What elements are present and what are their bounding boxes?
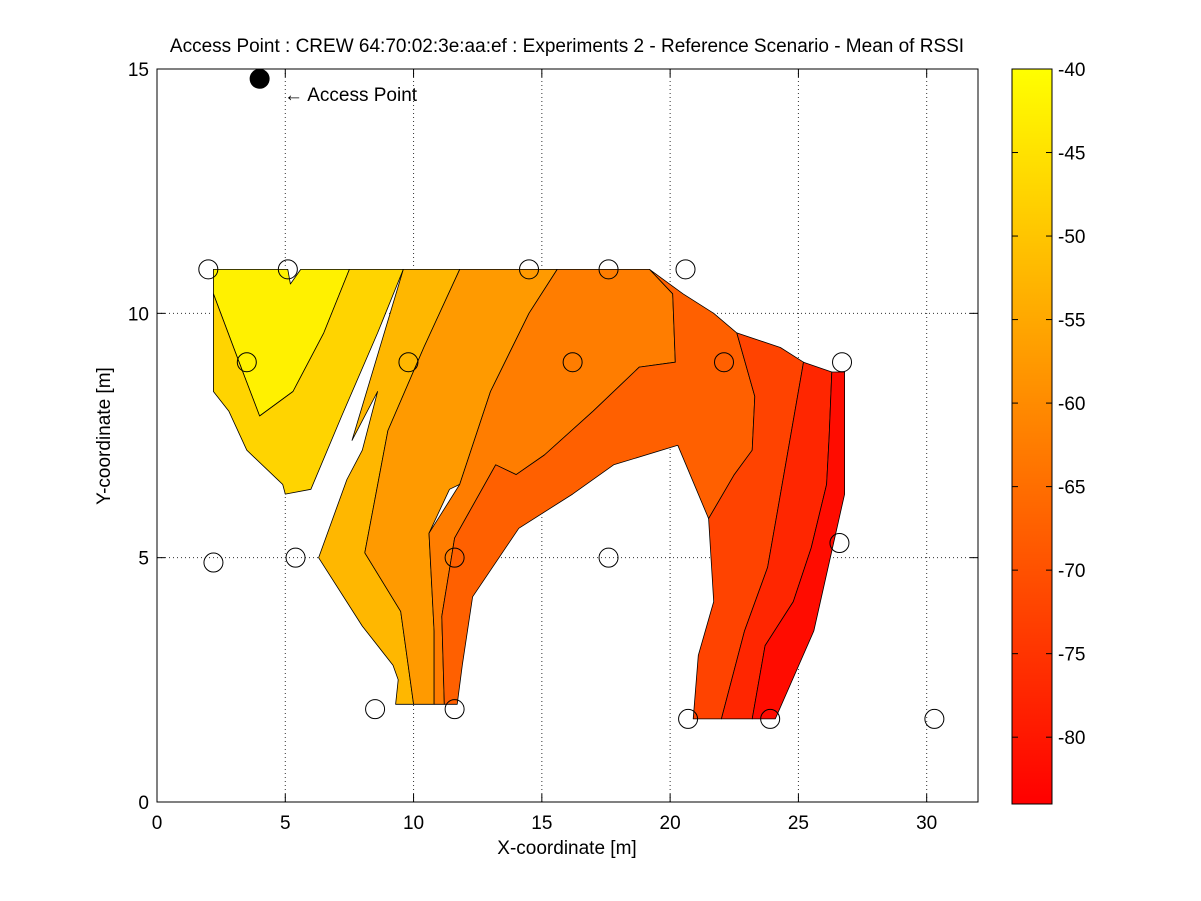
plot-area: 0 5 10 15 20 25 30 0 5 10 15: [128, 60, 979, 834]
measurement-point: [285, 547, 306, 568]
measurement-point: [444, 699, 465, 720]
measurement-point: [675, 259, 696, 280]
measurement-point: [203, 552, 224, 573]
measurement-point: [598, 259, 619, 280]
chart-title: Access Point : CREW 64:70:02:3e:aa:ef : …: [170, 36, 964, 57]
colorbar-tick-label: -40: [1058, 60, 1085, 81]
x-axis-ticks: 0 5 10 15 20 25 30: [152, 69, 937, 834]
plot-frame: [156, 68, 979, 803]
y-tick-label: 0: [138, 793, 149, 814]
measurement-point: [365, 699, 386, 720]
measurement-point: [760, 708, 781, 729]
colorbar-tick-label: -65: [1058, 478, 1085, 499]
measurement-point: [444, 547, 465, 568]
y-axis-label: Y-coordinate [m]: [94, 367, 115, 505]
measurement-point: [829, 533, 850, 554]
measurement-point: [398, 352, 419, 373]
contour-region: [212, 268, 404, 495]
x-tick-label: 20: [660, 813, 681, 834]
measurement-point: [924, 708, 945, 729]
measurement-point: [832, 352, 853, 373]
colorbar: -40 -45 -50 -55 -60 -65 -70 -75 -80: [1011, 60, 1085, 805]
x-tick-label: 10: [403, 813, 424, 834]
colorbar-tick-label: -70: [1058, 561, 1085, 582]
contour-fill: [212, 268, 845, 720]
colorbar-tick-label: -55: [1058, 311, 1085, 332]
access-point-label: ← Access Point: [284, 85, 418, 106]
y-axis-ticks: 0 5 10 15: [128, 60, 978, 814]
colorbar-tick-label: -45: [1058, 144, 1085, 165]
x-tick-label: 0: [152, 813, 163, 834]
measurement-point: [598, 547, 619, 568]
colorbar-tick-label: -50: [1058, 227, 1085, 248]
x-tick-label: 30: [916, 813, 937, 834]
measurement-point: [277, 259, 298, 280]
contour-region: [751, 371, 845, 720]
colorbar-gradient: [1011, 68, 1053, 805]
x-axis-label: X-coordinate [m]: [497, 838, 636, 859]
measurement-point: [562, 352, 583, 373]
measurement-markers: [198, 69, 945, 729]
colorbar-ticks: -40 -45 -50 -55 -60 -65 -70 -75 -80: [1012, 60, 1085, 749]
access-point-marker: [249, 69, 270, 89]
y-tick-label: 10: [128, 304, 149, 325]
measurement-point: [714, 352, 735, 373]
measurement-point: [519, 259, 540, 280]
y-tick-label: 15: [128, 60, 149, 81]
measurement-point: [198, 259, 219, 280]
colorbar-tick-label: -80: [1058, 728, 1085, 749]
colorbar-tick-label: -60: [1058, 394, 1085, 415]
x-tick-label: 25: [788, 813, 809, 834]
measurement-point: [678, 708, 699, 729]
x-tick-label: 5: [280, 813, 291, 834]
colorbar-tick-label: -75: [1058, 645, 1085, 666]
measurement-point: [236, 352, 257, 373]
y-tick-label: 5: [138, 549, 149, 570]
x-tick-label: 15: [531, 813, 552, 834]
